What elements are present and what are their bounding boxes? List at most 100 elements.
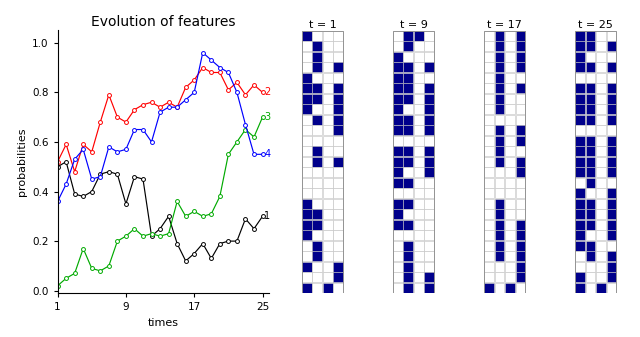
Bar xyxy=(607,283,616,293)
Bar xyxy=(596,94,606,103)
Bar xyxy=(596,83,606,93)
Bar xyxy=(403,209,413,219)
Bar xyxy=(495,94,504,103)
Bar xyxy=(586,146,595,156)
Bar xyxy=(393,199,403,209)
Bar xyxy=(516,73,525,83)
Bar xyxy=(403,125,413,135)
Bar xyxy=(495,83,504,93)
Bar xyxy=(424,220,435,230)
Bar xyxy=(414,104,424,114)
Bar xyxy=(312,283,323,293)
Bar xyxy=(596,283,606,293)
Bar xyxy=(312,115,323,125)
Bar xyxy=(302,283,312,293)
Bar xyxy=(393,220,403,230)
Title: t = 9: t = 9 xyxy=(400,20,428,30)
Bar xyxy=(596,188,606,198)
Bar xyxy=(403,94,413,103)
Bar xyxy=(333,273,343,282)
Bar xyxy=(323,31,333,40)
Bar xyxy=(302,104,312,114)
Bar xyxy=(312,241,323,251)
Bar xyxy=(607,262,616,272)
Bar xyxy=(424,178,435,188)
Bar xyxy=(505,31,515,40)
Bar xyxy=(323,188,333,198)
Bar xyxy=(323,146,333,156)
Bar xyxy=(607,41,616,51)
Bar xyxy=(323,231,333,240)
Bar xyxy=(607,73,616,83)
Bar xyxy=(323,157,333,167)
Bar xyxy=(323,283,333,293)
Bar xyxy=(607,231,616,240)
Bar xyxy=(312,125,323,135)
Bar xyxy=(403,52,413,62)
Bar xyxy=(505,241,515,251)
Bar xyxy=(393,273,403,282)
Bar xyxy=(596,262,606,272)
Bar xyxy=(575,94,585,103)
Bar xyxy=(333,62,343,72)
Bar xyxy=(424,62,435,72)
Bar xyxy=(505,83,515,93)
Bar xyxy=(333,231,343,240)
Bar xyxy=(302,188,312,198)
Bar xyxy=(414,220,424,230)
Bar xyxy=(424,83,435,93)
Bar xyxy=(586,94,595,103)
Bar xyxy=(323,167,333,177)
Bar xyxy=(333,178,343,188)
Bar xyxy=(607,241,616,251)
Bar xyxy=(505,62,515,72)
Bar xyxy=(414,41,424,51)
Bar xyxy=(575,62,585,72)
Bar xyxy=(596,167,606,177)
Bar xyxy=(312,157,323,167)
Bar xyxy=(516,94,525,103)
Bar xyxy=(333,262,343,272)
Bar xyxy=(607,167,616,177)
Bar xyxy=(323,220,333,230)
Bar xyxy=(323,62,333,72)
Bar xyxy=(484,283,494,293)
Bar xyxy=(596,52,606,62)
Bar xyxy=(596,73,606,83)
Bar xyxy=(516,283,525,293)
Bar xyxy=(323,83,333,93)
Bar xyxy=(393,146,403,156)
Bar xyxy=(323,251,333,261)
Bar xyxy=(414,167,424,177)
Bar xyxy=(403,283,413,293)
Bar xyxy=(586,83,595,93)
Bar xyxy=(607,136,616,146)
Bar xyxy=(393,73,403,83)
Bar xyxy=(484,251,494,261)
Bar xyxy=(424,136,435,146)
Bar xyxy=(516,31,525,40)
Bar xyxy=(312,188,323,198)
Bar xyxy=(607,94,616,103)
Bar xyxy=(323,209,333,219)
Bar xyxy=(312,83,323,93)
Bar xyxy=(323,136,333,146)
Bar xyxy=(424,199,435,209)
Bar xyxy=(393,167,403,177)
Bar xyxy=(607,220,616,230)
Bar xyxy=(424,157,435,167)
Bar xyxy=(596,31,606,40)
Bar xyxy=(586,220,595,230)
Bar xyxy=(484,241,494,251)
Bar xyxy=(575,31,585,40)
Bar xyxy=(312,220,323,230)
Bar xyxy=(302,62,312,72)
Bar xyxy=(505,73,515,83)
Bar xyxy=(333,73,343,83)
Bar xyxy=(575,104,585,114)
Bar xyxy=(393,31,403,40)
Bar xyxy=(403,73,413,83)
Bar xyxy=(403,83,413,93)
Bar xyxy=(403,241,413,251)
Text: 3: 3 xyxy=(264,112,270,122)
